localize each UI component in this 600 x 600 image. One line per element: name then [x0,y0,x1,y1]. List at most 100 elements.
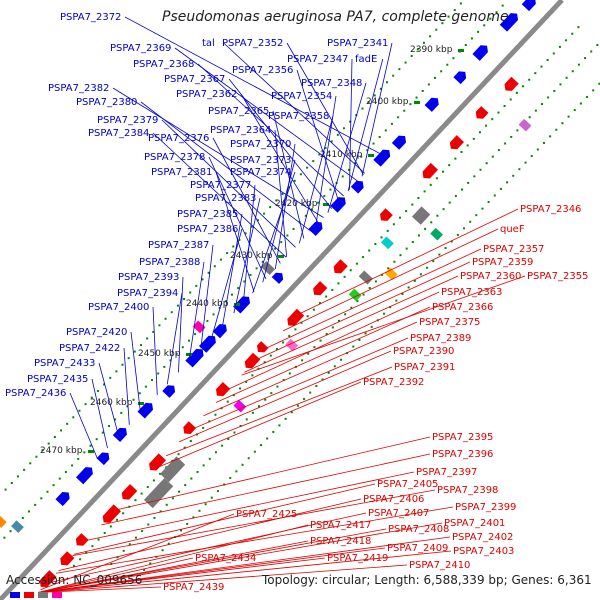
forward-gene-label[interactable]: PSPA7_2380 [76,97,137,108]
forward-label-leader [262,159,296,283]
forward-gene-feature [373,149,391,167]
reverse-gene-label[interactable]: PSPA7_2398 [437,485,498,496]
forward-gene-label[interactable]: PSPA7_2362 [176,89,237,100]
reverse-gene-label[interactable]: PSPA7_2401 [444,518,505,529]
forward-gene-label[interactable]: PSPA7_2400 [88,302,149,313]
forward-gene-label[interactable]: PSPA7_2387 [148,240,209,251]
forward-gene-label[interactable]: PSPA7_2358 [268,111,329,122]
reverse-gene-label[interactable]: PSPA7_2399 [455,502,516,513]
forward-label-leader [286,42,364,176]
reverse-gene-label[interactable]: PSPA7_2417 [310,520,371,531]
forward-gene-label[interactable]: PSPA7_2386 [177,224,238,235]
forward-gene-label[interactable]: PSPA7_2381 [151,167,212,178]
reverse-gene-label[interactable]: PSPA7_2406 [363,494,424,505]
reverse-gene-label[interactable]: PSPA7_2391 [394,362,455,373]
reverse-gene-label[interactable]: PSPA7_2419 [327,553,388,564]
forward-gene-label[interactable]: PSPA7_2352 [222,38,283,49]
topology-summary: Topology: circular; Length: 6,588,339 bp… [262,573,592,587]
reverse-gene-label[interactable]: PSPA7_2425 [236,509,297,520]
forward-label-leader [296,69,339,202]
reverse-gene-feature [380,208,393,221]
reverse-gene-label[interactable]: PSPA7_2410 [409,560,470,571]
reverse-gene-label[interactable]: PSPA7_2389 [410,333,471,344]
kbp-tick-label: 2420 kbp [275,199,318,209]
forward-gene-label[interactable]: tal [202,38,215,49]
forward-gene-label[interactable]: PSPA7_2356 [232,65,293,76]
forward-gene-label[interactable]: PSPA7_2374 [230,167,291,178]
reverse-gene-label[interactable]: PSPA7_2355 [527,271,588,282]
reverse-gene-feature [102,504,121,523]
forward-gene-label[interactable]: PSPA7_2388 [139,257,200,268]
forward-gene-label[interactable]: PSPA7_2369 [110,43,171,54]
reverse-gene-feature [333,259,348,274]
forward-gene-label[interactable]: PSPA7_2385 [177,209,238,220]
reverse-gene-label[interactable]: PSPA7_2390 [393,346,454,357]
forward-gene-label[interactable]: PSPA7_2394 [117,288,178,299]
kbp-tick-label: 2400 kbp [366,97,409,107]
forward-gene-label[interactable]: PSPA7_2420 [66,327,127,338]
reverse-label-leader [37,528,387,593]
reverse-gene-label[interactable]: PSPA7_2397 [416,467,477,478]
forward-gene-label[interactable]: PSPA7_2378 [144,152,205,163]
kbp-tick-label: 2440 kbp [186,299,229,309]
reverse-gene-label[interactable]: PSPA7_2360 [460,271,521,282]
forward-gene-label[interactable]: PSPA7_2347 [287,54,348,65]
reverse-gene-label[interactable]: PSPA7_2363 [441,287,502,298]
forward-gene-label[interactable]: PSPA7_2368 [133,59,194,70]
forward-gene-label[interactable]: PSPA7_2373 [230,155,291,166]
reverse-gene-label[interactable]: PSPA7_2396 [432,449,493,460]
forward-gene-label[interactable]: PSPA7_2382 [48,83,109,94]
reverse-gene-label[interactable]: PSPA7_2366 [432,302,493,313]
reverse-label-leader [72,489,436,557]
forward-gene-label[interactable]: PSPA7_2435 [27,374,88,385]
reverse-gene-label[interactable]: PSPA7_2359 [472,257,533,268]
forward-gene-label[interactable]: PSPA7_2376 [148,133,209,144]
forward-gene-label[interactable]: PSPA7_2370 [230,139,291,150]
reverse-gene-label[interactable]: queF [500,224,525,235]
forward-gene-feature [185,348,204,368]
forward-label-leader [200,244,214,349]
forward-gene-label[interactable]: PSPA7_2372 [60,12,121,23]
forward-label-leader [349,58,353,190]
reverse-gene-label[interactable]: PSPA7_2434 [195,553,256,564]
forward-label-leader [197,63,344,197]
reverse-gene-label[interactable]: PSPA7_2418 [310,536,371,547]
forward-gene-feature [330,197,346,213]
reverse-label-leader [203,321,418,417]
reverse-gene-label[interactable]: PSPA7_2403 [453,546,514,557]
reverse-gene-label[interactable]: PSPA7_2392 [363,377,424,388]
reverse-gene-label[interactable]: PSPA7_2402 [452,532,513,543]
forward-gene-label[interactable]: PSPA7_2367 [164,74,225,85]
forward-gene-label[interactable]: PSPA7_2383 [195,193,256,204]
annotation-block [430,227,443,241]
forward-gene-label[interactable]: PSPA7_2377 [190,180,251,191]
forward-gene-feature [96,452,110,466]
reverse-gene-feature [183,421,197,434]
reverse-gene-feature [313,281,328,296]
forward-gene-label[interactable]: fadE [355,54,377,65]
forward-gene-label[interactable]: PSPA7_2422 [59,343,120,354]
forward-gene-label[interactable]: PSPA7_2365 [208,106,269,117]
reverse-gene-label[interactable]: PSPA7_2409 [387,543,448,554]
reverse-gene-label[interactable]: PSPA7_2357 [483,244,544,255]
reverse-gene-label[interactable]: PSPA7_2408 [388,524,449,535]
reverse-label-leader [215,306,431,403]
reverse-gene-label[interactable]: PSPA7_2346 [520,204,581,215]
forward-gene-label[interactable]: PSPA7_2436 [5,388,66,399]
forward-label-leader [208,156,267,280]
forward-gene-label[interactable]: PSPA7_2393 [118,272,179,283]
forward-label-leader [130,331,141,413]
reverse-gene-label[interactable]: PSPA7_2439 [163,582,224,593]
forward-gene-label[interactable]: PSPA7_2384 [88,128,149,139]
reverse-gene-label[interactable]: PSPA7_2407 [368,508,429,519]
forward-label-leader [166,292,183,385]
forward-gene-label[interactable]: PSPA7_2433 [34,358,95,369]
forward-gene-label[interactable]: PSPA7_2341 [327,38,388,49]
reverse-gene-label[interactable]: PSPA7_2405 [377,479,438,490]
forward-gene-label[interactable]: PSPA7_2354 [271,91,332,102]
reverse-gene-label[interactable]: PSPA7_2375 [419,317,480,328]
forward-gene-label[interactable]: PSPA7_2379 [97,115,158,126]
reverse-gene-label[interactable]: PSPA7_2395 [432,432,493,443]
forward-gene-label[interactable]: PSPA7_2364 [210,125,271,136]
forward-gene-label[interactable]: PSPA7_2348 [301,78,362,89]
